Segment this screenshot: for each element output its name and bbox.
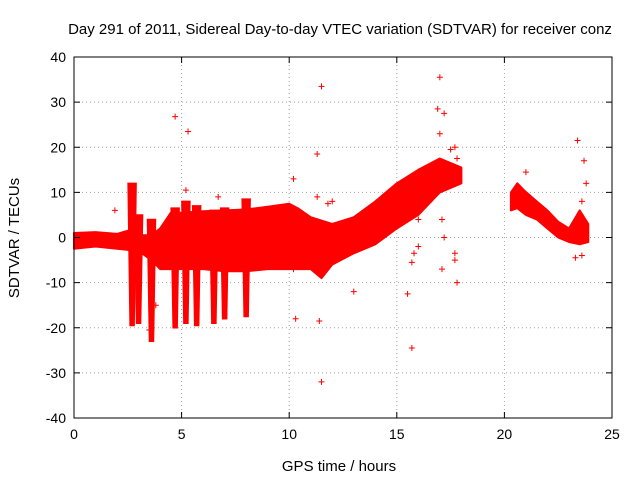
data-spike [219,207,230,320]
data-point [146,327,153,334]
data-layer [73,74,590,385]
y-tick-label: 40 [50,49,66,65]
data-point [318,378,325,385]
x-tick-label: 0 [70,426,78,442]
data-spike [209,209,219,324]
data-point [572,254,579,261]
data-point [152,302,159,309]
data-point [185,128,192,135]
data-point [583,180,590,187]
y-axis-label: SDTVAR / TECUs [6,178,23,298]
data-point [451,144,458,151]
y-tick-label: 0 [58,230,66,246]
data-point [581,157,588,164]
y-tick-label: 20 [50,139,66,155]
data-spike [191,205,202,327]
data-point [172,113,179,120]
data-point [436,130,443,137]
data-point [578,198,585,205]
x-tick-label: 15 [389,426,405,442]
y-tick-label: 30 [50,94,66,110]
data-point [404,290,411,297]
y-tick-label: 10 [50,184,66,200]
x-tick-label: 10 [281,426,297,442]
data-point [415,216,422,223]
data-point [292,315,299,322]
data-point [438,216,445,223]
data-point [324,200,331,207]
data-point [411,250,418,257]
data-point [441,234,448,241]
data-point [451,250,458,257]
data-point [454,279,461,286]
data-point [415,243,422,250]
data-point [441,110,448,117]
data-point [454,155,461,162]
chart-title: Day 291 of 2011, Sidereal Day-to-day VTE… [68,21,612,38]
data-point [434,105,441,112]
data-point [318,83,325,90]
data-point [118,243,125,250]
data-spike [241,198,251,318]
data-spike [133,214,144,324]
data-point [451,257,458,264]
data-point [182,187,189,194]
axis-ticks: 0 5 10 15 20 25 -40 -30 -20 -10 0 10 20 30 40 [46,49,620,442]
data-point [111,207,118,214]
data-point [578,252,585,259]
data-point [408,259,415,266]
y-tick-label: -10 [46,275,66,291]
data-point [290,175,297,182]
data-point [215,193,222,200]
data-point [522,169,529,176]
data-point [438,266,445,273]
x-axis-label: GPS time / hours [282,458,396,475]
data-point [408,345,415,352]
y-tick-label: -20 [46,320,66,336]
data-spike [170,207,180,329]
data-point [574,137,581,144]
data-point [290,266,297,273]
data-spike [146,218,157,343]
y-tick-label: -40 [46,410,66,426]
y-tick-label: -30 [46,365,66,381]
data-point [436,74,443,81]
data-point [447,146,454,153]
data-point [316,317,323,324]
data-point [314,193,321,200]
data-point [350,288,357,295]
x-tick-label: 5 [178,426,186,442]
x-tick-label: 20 [497,426,513,442]
data-point [314,151,321,158]
x-tick-label: 25 [604,426,620,442]
data-point [527,198,534,205]
data-point [329,198,336,205]
data-spike [181,200,191,324]
